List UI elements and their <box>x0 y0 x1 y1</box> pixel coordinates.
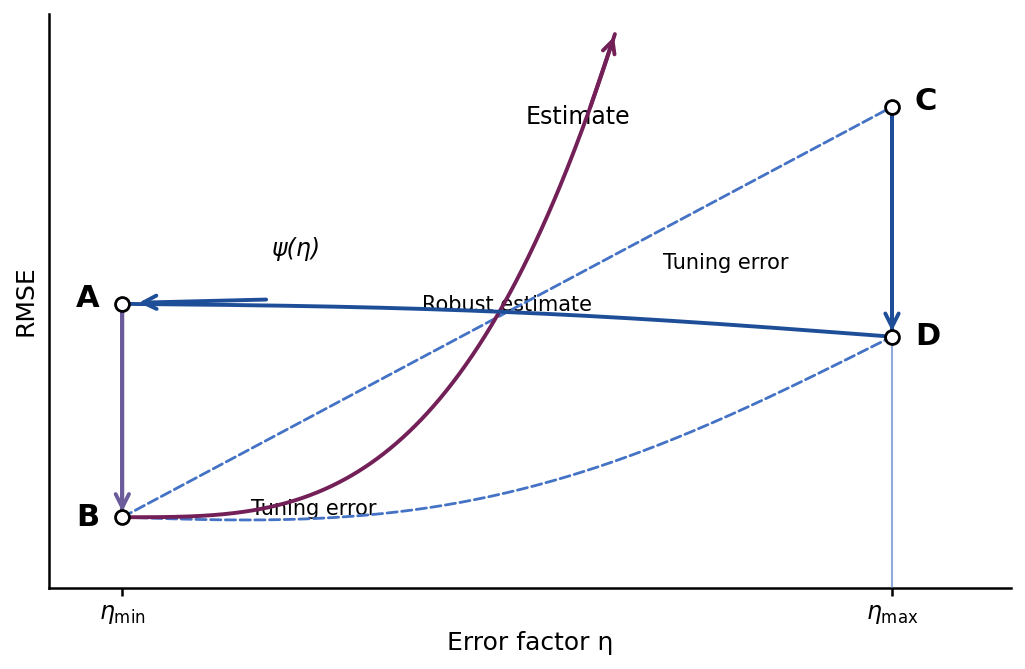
Text: Tuning error: Tuning error <box>663 253 788 273</box>
Text: A: A <box>76 284 99 313</box>
Text: Robust estimate: Robust estimate <box>422 295 592 315</box>
Text: Estimate: Estimate <box>526 105 630 129</box>
Text: C: C <box>915 87 937 116</box>
Text: ψ(η): ψ(η) <box>272 237 321 261</box>
Y-axis label: RMSE: RMSE <box>14 266 38 337</box>
Text: Tuning error: Tuning error <box>250 499 376 519</box>
Text: B: B <box>76 502 99 532</box>
X-axis label: Error factor η: Error factor η <box>447 631 613 655</box>
Text: D: D <box>915 322 940 351</box>
